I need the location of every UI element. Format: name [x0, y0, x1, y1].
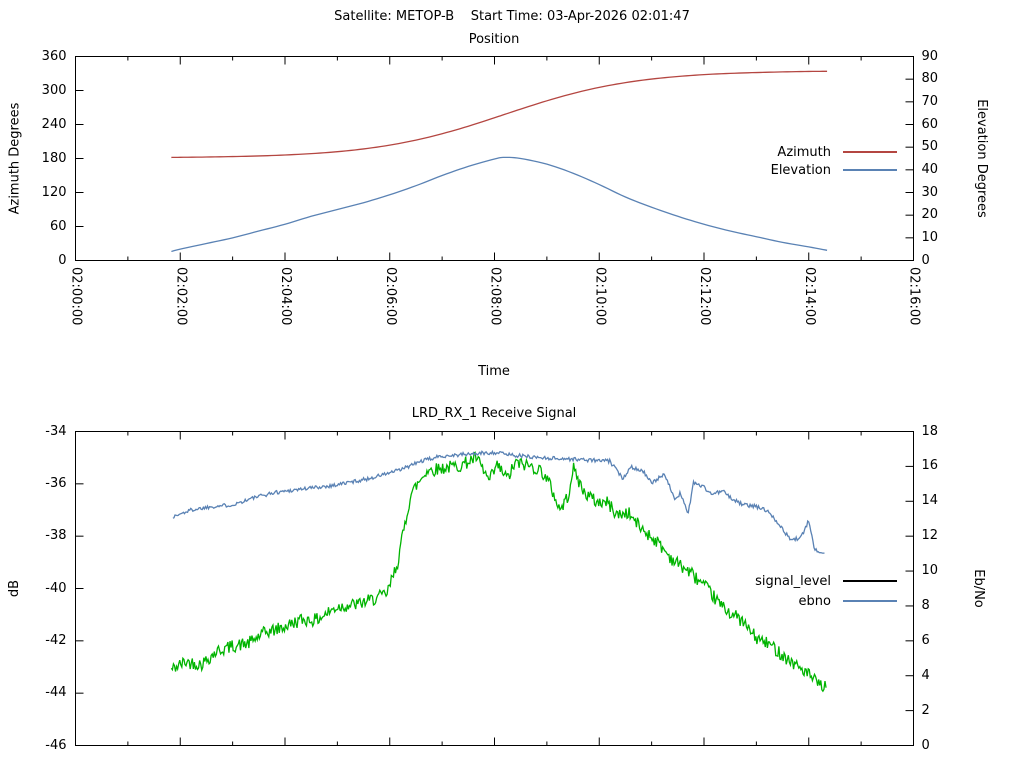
- y2-tick-label: 60: [921, 116, 939, 132]
- chart1-xlabel: Time: [478, 364, 510, 379]
- chart1-title: Position: [468, 32, 520, 47]
- x-tick-label: 02:10:00: [592, 267, 608, 326]
- y2-tick-label: 70: [921, 93, 939, 109]
- y-tick-label: -34: [45, 423, 67, 439]
- legend-line-elevation: [843, 169, 897, 171]
- y-tick-label: -36: [45, 475, 67, 491]
- y-tick-label: 240: [41, 116, 67, 132]
- y2-tick-label: 12: [921, 528, 939, 544]
- window-title: Satellite: METOP-B Start Time: 03-Apr-20…: [334, 9, 690, 24]
- y-tick-label: 0: [58, 252, 67, 268]
- y-tick-label: 300: [41, 82, 67, 98]
- y2-tick-label: 90: [921, 48, 939, 64]
- y2-tick-label: 80: [921, 71, 939, 87]
- y2-tick-label: 16: [921, 458, 939, 474]
- x-tick-label: 02:02:00: [173, 267, 189, 326]
- y2-tick-label: 20: [921, 207, 939, 223]
- y2-tick-label: 18: [921, 423, 939, 439]
- legend-label-signal-level: signal_level: [755, 573, 831, 589]
- legend-azimuth: Azimuth: [777, 143, 897, 161]
- y-tick-label: -46: [45, 737, 67, 753]
- y-tick-label: -40: [45, 580, 67, 596]
- legend-line-azimuth: [843, 151, 897, 153]
- x-tick-label: 02:16:00: [906, 267, 922, 326]
- signal_level-curve: [170, 451, 827, 693]
- elevation-curve: [171, 156, 828, 253]
- azimuth-curve: [171, 70, 828, 159]
- y2-tick-label: 10: [921, 229, 939, 245]
- legend-line-signal-level: [843, 580, 897, 582]
- legend-elevation: Elevation: [771, 161, 897, 179]
- y2-tick-label: 8: [921, 597, 930, 613]
- x-tick-label: 02:14:00: [801, 267, 817, 326]
- y-tick-label: -42: [45, 632, 67, 648]
- x-tick-label: 02:08:00: [487, 267, 503, 326]
- legend-ebno: ebno: [799, 592, 897, 610]
- chart2-title: LRD_RX_1 Receive Signal: [411, 406, 577, 421]
- x-tick-label: 02:06:00: [382, 267, 398, 326]
- x-tick-label: 02:12:00: [697, 267, 712, 326]
- legend-label-ebno: ebno: [798, 593, 831, 609]
- y-tick-label: 180: [41, 150, 67, 166]
- x-tick-label: 02:04:00: [278, 267, 293, 326]
- y2-tick-label: 50: [921, 139, 939, 155]
- y-tick-label: 60: [49, 218, 67, 234]
- legend-signal-level: signal_level: [755, 572, 897, 590]
- y2-tick-label: 6: [921, 632, 930, 648]
- y2-tick-label: 0: [921, 737, 930, 753]
- y2-tick-label: 2: [921, 702, 930, 718]
- legend-label-elevation: Elevation: [770, 162, 831, 178]
- y-tick-label: 120: [41, 184, 67, 200]
- legend-label-azimuth: Azimuth: [777, 144, 831, 160]
- y-tick-label: 360: [41, 48, 67, 64]
- y-tick-label: -38: [45, 528, 67, 544]
- y-tick-label: -44: [45, 685, 67, 701]
- y2-tick-label: 0: [921, 252, 930, 268]
- y2-tick-label: 10: [921, 563, 939, 579]
- ebno-curve: [172, 449, 825, 554]
- x-tick-label: 02:00:00: [68, 267, 84, 326]
- y2-tick-label: 14: [921, 493, 939, 509]
- y2-tick-label: 30: [921, 184, 939, 200]
- legend-line-ebno: [843, 600, 897, 602]
- y2-tick-label: 4: [921, 667, 930, 683]
- y2-tick-label: 40: [921, 161, 939, 177]
